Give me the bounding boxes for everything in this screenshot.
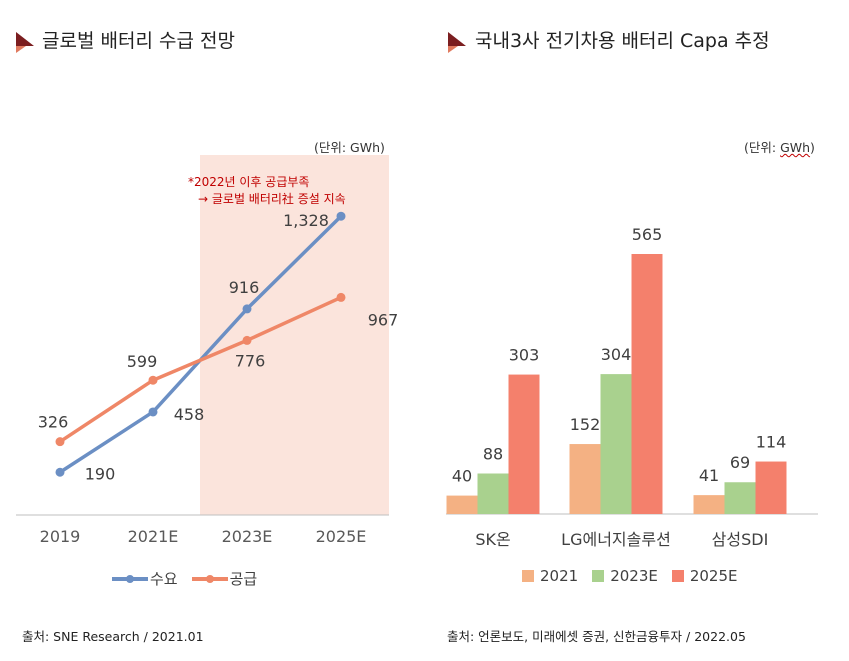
demand-point bbox=[336, 211, 346, 221]
title-marker-icon bbox=[16, 32, 34, 53]
bar-value-label: 303 bbox=[509, 346, 540, 365]
bar-2025e bbox=[631, 254, 663, 514]
right-source: 출처: 언론보도, 미래에셋 증권, 신한금융투자 / 2022.05 bbox=[447, 629, 746, 644]
legend-demand-label: 수요 bbox=[150, 570, 178, 588]
left-unit-label: (단위: GWh) bbox=[314, 140, 385, 155]
bar-value-label: 304 bbox=[601, 345, 632, 364]
demand-point bbox=[148, 407, 158, 417]
bar-value-label: 88 bbox=[483, 445, 503, 464]
bar-value-label: 114 bbox=[756, 433, 787, 452]
legend-2021: 2021 bbox=[522, 567, 578, 585]
category-label: LG에너지솔루션 bbox=[561, 530, 671, 549]
shortage-note-line2: → 글로벌 배터리社 증설 지속 bbox=[198, 192, 346, 206]
bar-value-label: 69 bbox=[730, 453, 750, 472]
left-source: 출처: SNE Research / 2021.01 bbox=[22, 629, 204, 644]
bar-value-label: 152 bbox=[570, 415, 601, 434]
left-chart-title: 글로벌 배터리 수급 전망 bbox=[42, 30, 235, 52]
supply-swatch bbox=[191, 573, 228, 585]
capa-bar-chart: 40 88 303 SK온 152 304 565 LG에너지솔루션 41 69 114 삼성SDI bbox=[446, 225, 818, 549]
demand-data-label: 190 bbox=[85, 464, 116, 483]
x-tick-label: 2025E bbox=[316, 527, 367, 546]
right-unit-gwh: GWh bbox=[780, 140, 811, 155]
shortage-note: *2022년 이후 공급부족 → 글로벌 배터리社 증설 지속 bbox=[188, 174, 346, 208]
legend-demand: 수요 bbox=[112, 568, 178, 589]
swatch-2023e bbox=[592, 570, 605, 582]
supply-point bbox=[55, 437, 65, 447]
legend-supply: 공급 bbox=[191, 568, 258, 589]
category-label: SK온 bbox=[475, 530, 510, 549]
bar-value-label: 40 bbox=[452, 467, 472, 486]
bar-2025e bbox=[508, 374, 540, 514]
supply-data-label: 967 bbox=[368, 310, 399, 329]
demand-swatch bbox=[112, 573, 148, 585]
shortage-note-line1: *2022년 이후 공급부족 bbox=[188, 175, 310, 189]
bar-2023e bbox=[477, 473, 509, 514]
right-chart-title: 국내3사 전기차용 배터리 Capa 추정 bbox=[475, 30, 770, 52]
swatch-2021 bbox=[522, 570, 534, 582]
bar-2023e bbox=[600, 374, 632, 514]
demand-point bbox=[242, 304, 252, 314]
bar-2025e bbox=[755, 461, 787, 514]
legend-2025e-label: 2025E bbox=[689, 567, 738, 585]
supply-data-label: 599 bbox=[127, 352, 158, 371]
demand-data-label: 916 bbox=[229, 278, 260, 297]
supply-point bbox=[148, 375, 158, 385]
legend-2023e-label: 2023E bbox=[610, 567, 658, 585]
legend-2023e: 2023E bbox=[592, 567, 658, 585]
supply-data-label: 776 bbox=[235, 351, 266, 370]
bar-2021 bbox=[569, 444, 601, 514]
left-legend: 수요 공급 bbox=[112, 568, 271, 589]
bar-value-label: 41 bbox=[699, 466, 719, 485]
x-tick-label: 2021E bbox=[128, 527, 179, 546]
demand-data-label: 1,328 bbox=[283, 211, 329, 230]
legend-2021-label: 2021 bbox=[540, 567, 579, 585]
bar-2021 bbox=[693, 495, 725, 514]
demand-point bbox=[55, 467, 65, 477]
bar-2021 bbox=[446, 495, 478, 514]
legend-2025e: 2025E bbox=[671, 567, 738, 585]
legend-supply-label: 공급 bbox=[229, 570, 258, 588]
supply-point bbox=[242, 335, 252, 345]
demand-data-label: 458 bbox=[174, 405, 205, 424]
supply-point bbox=[336, 292, 346, 302]
right-legend: 2021 2023E 2025E bbox=[522, 567, 752, 585]
title-marker-icon bbox=[448, 32, 466, 53]
bar-value-label: 565 bbox=[632, 225, 663, 244]
supply-series-line bbox=[59, 295, 342, 444]
bar-2023e bbox=[724, 482, 756, 514]
forecast-highlight-region bbox=[200, 155, 389, 515]
supply-data-label: 326 bbox=[38, 413, 69, 432]
category-label: 삼성SDI bbox=[712, 530, 769, 549]
supply-demand-line-chart: 2019 2021E 2023E 2025E 190 458 916 1,328 326 599 7… bbox=[16, 155, 399, 546]
x-tick-label: 2023E bbox=[222, 527, 273, 546]
swatch-2025e bbox=[671, 570, 684, 582]
right-unit-label: (단위: GWh) bbox=[744, 140, 815, 155]
x-tick-label: 2019 bbox=[40, 527, 81, 546]
